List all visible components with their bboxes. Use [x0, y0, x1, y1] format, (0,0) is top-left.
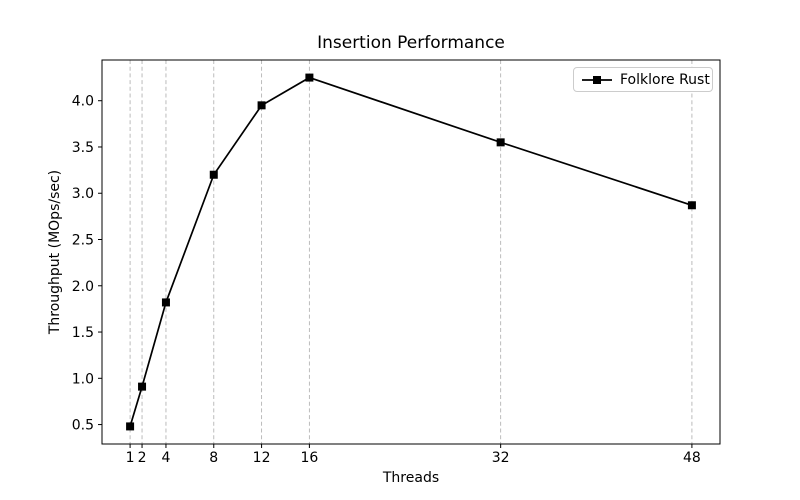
data-point-marker	[496, 138, 505, 147]
y-tick-label: 0.5	[72, 418, 94, 434]
x-tick-label: 32	[492, 450, 510, 466]
x-tick-label: 48	[683, 450, 701, 466]
y-tick-label: 2.5	[72, 233, 94, 249]
x-axis-label: Threads	[382, 470, 440, 486]
data-point-marker	[257, 101, 266, 110]
chart-title: Insertion Performance	[317, 33, 505, 53]
x-tick-label: 8	[209, 450, 218, 466]
x-tick-label: 12	[253, 450, 271, 466]
y-tick-label: 1.5	[72, 325, 94, 341]
legend: Folklore Rust	[573, 67, 713, 92]
y-tick-label: 1.0	[72, 371, 94, 387]
data-point-marker	[161, 298, 170, 307]
series-line	[129, 76, 693, 427]
y-tick-label: 2.0	[72, 279, 94, 295]
data-point-marker	[305, 73, 314, 82]
data-point-marker	[687, 201, 696, 210]
legend-label: Folklore Rust	[620, 71, 710, 88]
legend-line-marker-icon	[582, 75, 612, 84]
y-tick-label: 4.0	[72, 94, 94, 110]
x-tick-label: 4	[161, 450, 170, 466]
y-tick-label: 3.5	[72, 140, 94, 156]
data-point-marker	[138, 382, 147, 391]
x-tick-label: 16	[300, 450, 318, 466]
x-tick-label: 1	[126, 450, 135, 466]
data-point-marker	[126, 422, 135, 431]
y-tick-label: 3.0	[72, 186, 94, 202]
plot-border	[101, 59, 721, 445]
x-tick-label: 2	[138, 450, 147, 466]
data-point-marker	[209, 170, 218, 179]
